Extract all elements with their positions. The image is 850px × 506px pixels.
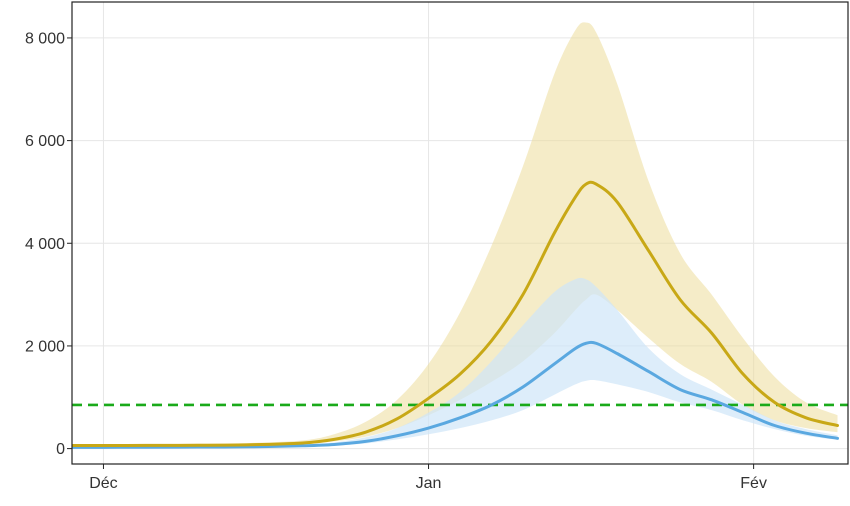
x-tick-label: Fév: [740, 475, 767, 492]
y-tick-label: 2 000: [25, 338, 65, 355]
x-axis-ticks: Déc Jan Fév: [89, 464, 767, 492]
series-lines: [72, 180, 840, 449]
x-tick-label: Déc: [89, 475, 117, 492]
series-1-band: [72, 277, 838, 448]
series-1-line: [72, 340, 840, 449]
x-tick-label: Jan: [416, 475, 442, 492]
y-tick-label: 0: [56, 441, 65, 458]
y-tick-label: 6 000: [25, 133, 65, 150]
y-tick-label: 8 000: [25, 30, 65, 47]
y-axis-ticks: 0 2 000 4 000 6 000 8 000: [25, 30, 72, 458]
plot-border: [71, 1, 849, 465]
series-0-line: [72, 180, 840, 448]
y-tick-label: 4 000: [25, 236, 65, 253]
